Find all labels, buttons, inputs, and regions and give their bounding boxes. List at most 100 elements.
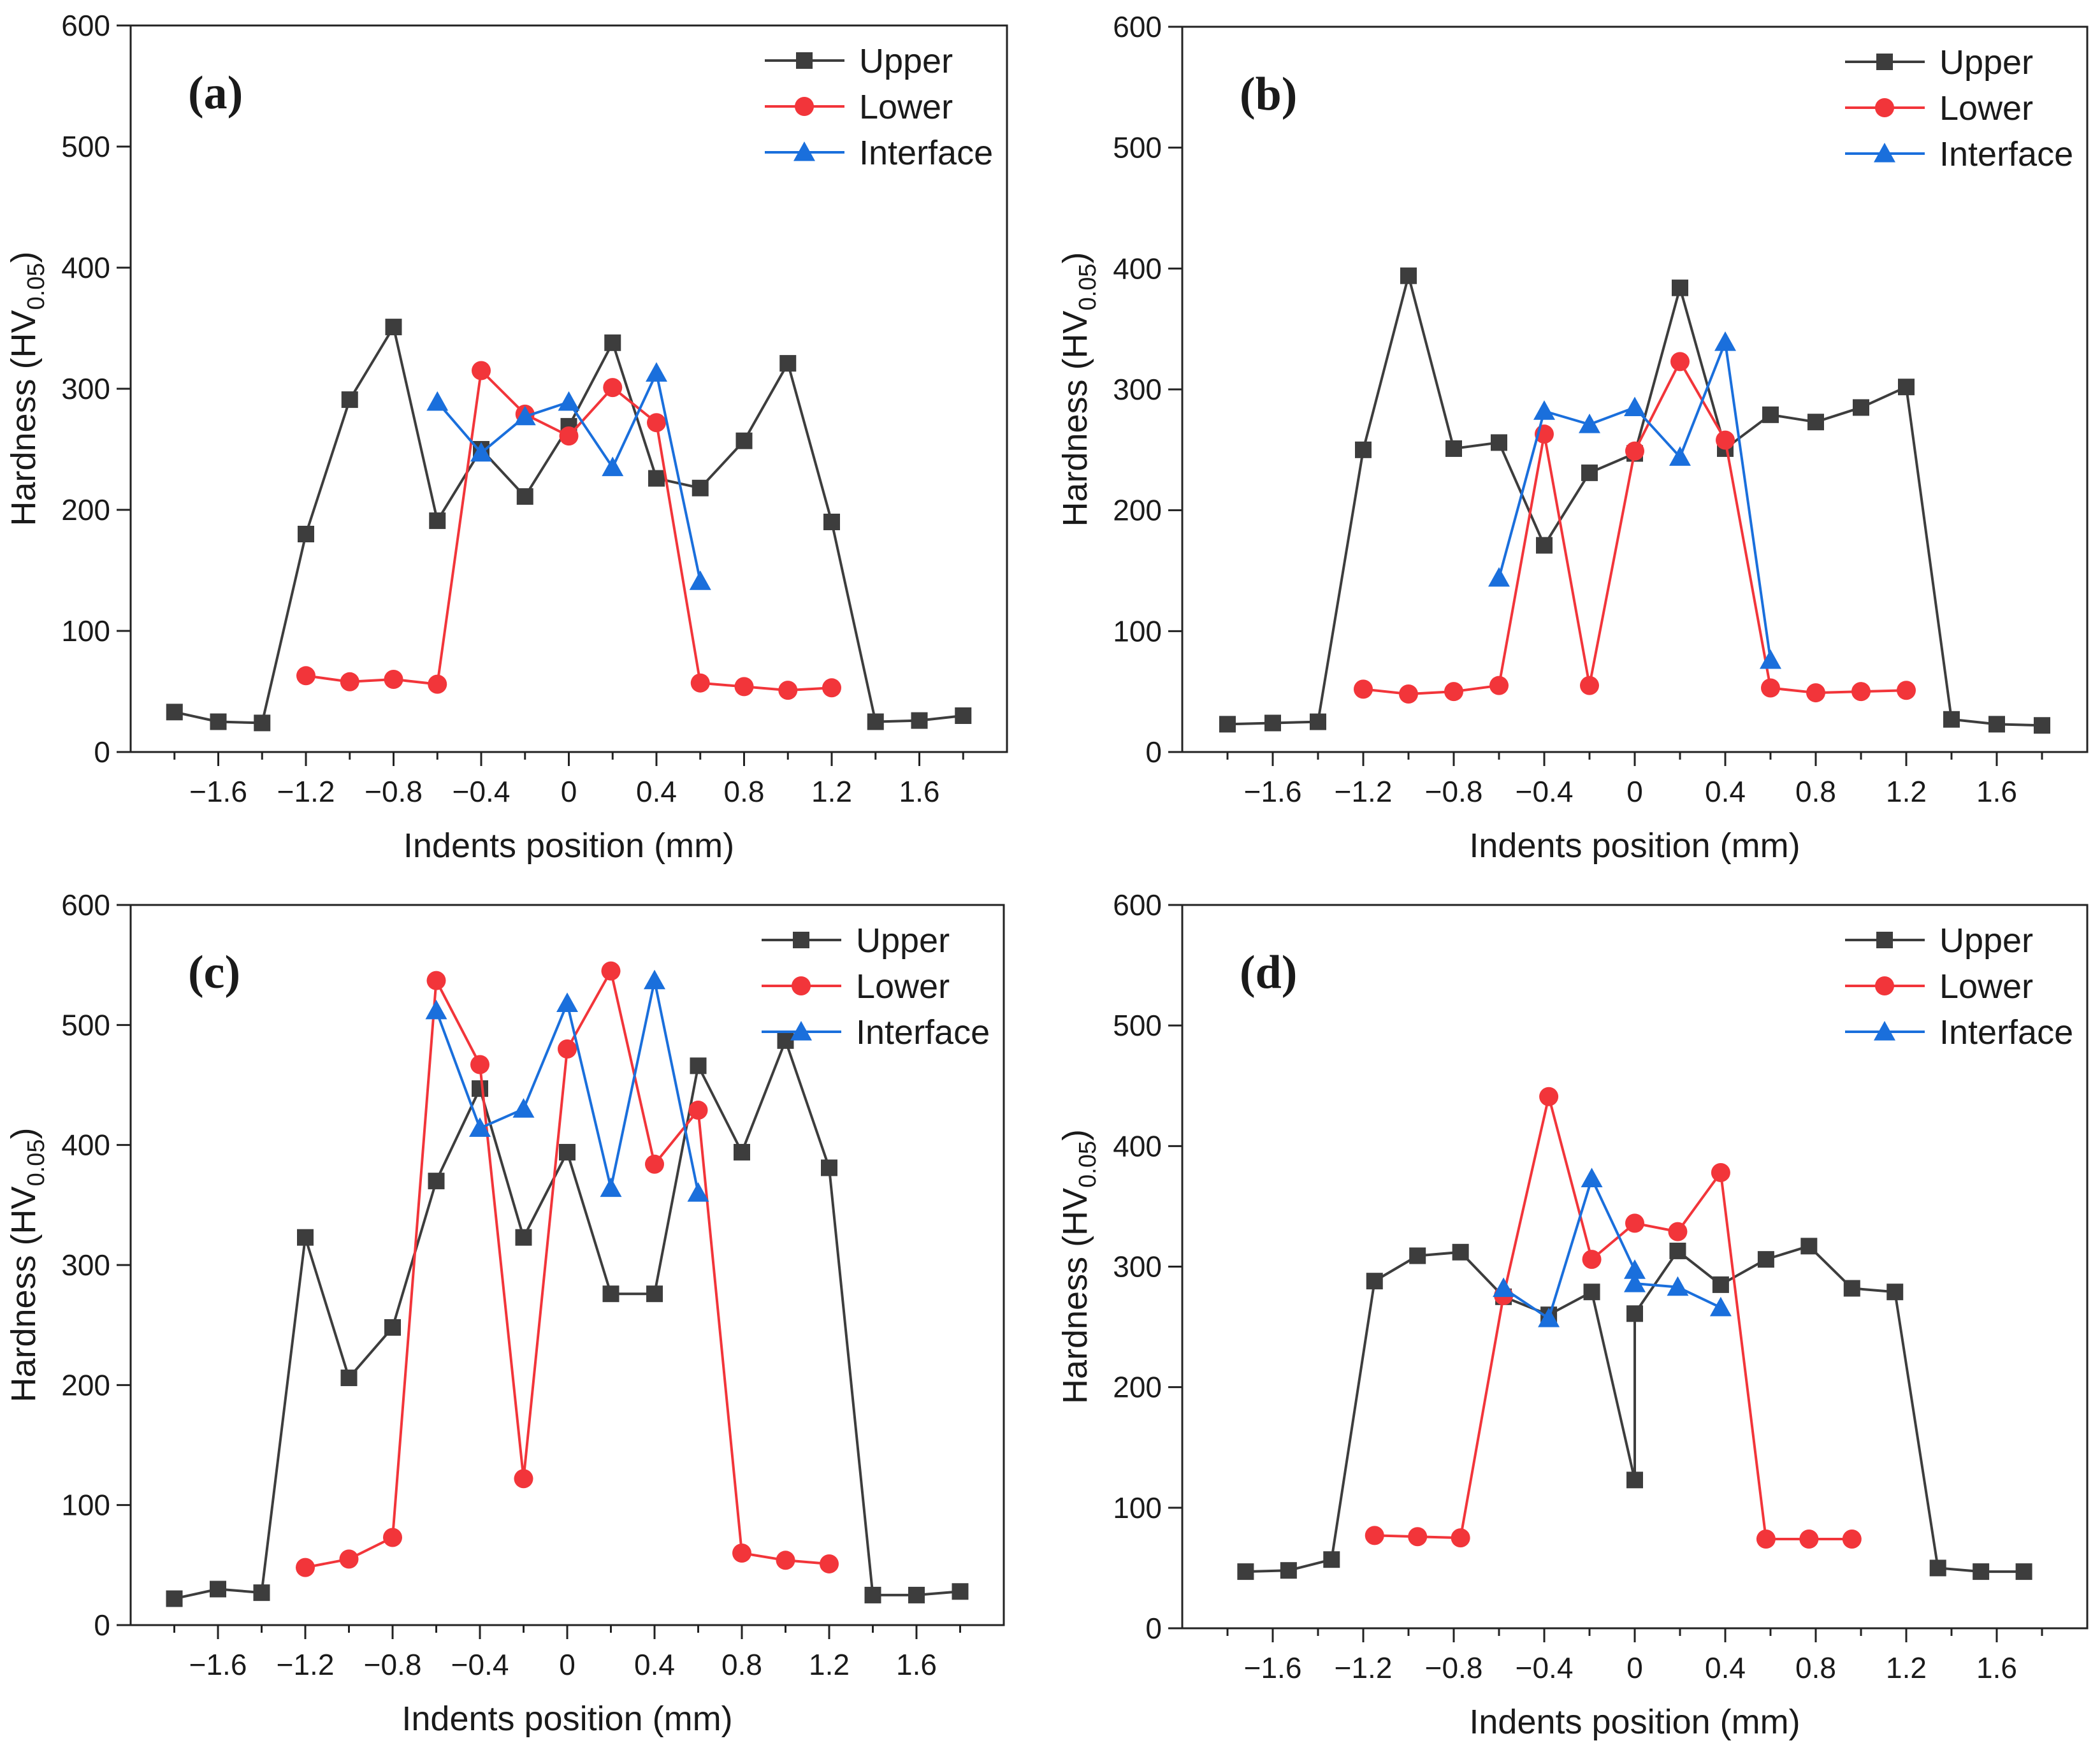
data-point-interface — [1667, 1276, 1689, 1296]
data-point-upper — [1264, 714, 1281, 732]
data-point-interface — [426, 391, 449, 411]
legend-label-lower: Lower — [1939, 967, 2033, 1006]
data-point-upper — [867, 713, 884, 730]
data-point-interface — [1488, 567, 1510, 587]
y-tick-label: 500 — [1113, 1009, 1162, 1042]
data-point-lower — [1444, 682, 1463, 702]
x-tick-label: 0.4 — [636, 775, 677, 808]
data-point-lower — [340, 672, 359, 691]
data-point-lower — [690, 673, 710, 693]
y-tick-label: 200 — [1113, 1371, 1162, 1404]
data-point-upper — [166, 704, 183, 721]
y-tick-label: 600 — [61, 9, 110, 42]
data-point-interface — [1714, 331, 1736, 351]
x-tick-label: 0.4 — [1705, 1651, 1746, 1684]
data-point-upper — [253, 1584, 270, 1602]
y-tick-label: 300 — [61, 1248, 110, 1282]
data-point-lower — [1354, 679, 1373, 699]
data-point-upper — [777, 1032, 794, 1049]
y-tick-label: 100 — [61, 614, 110, 647]
data-point-lower — [1408, 1527, 1428, 1547]
data-point-upper — [1583, 1284, 1600, 1301]
data-point-lower — [1668, 1222, 1688, 1241]
x-axis-ticks: −1.6 −1.2 −0.8 −0.4 0 0.4 0.8 1.2 1.6 — [173, 1625, 961, 1681]
data-point-upper — [1843, 1280, 1860, 1297]
x-tick-label: −1.2 — [277, 1648, 335, 1681]
y-tick-label: 100 — [61, 1489, 110, 1522]
data-point-upper — [648, 470, 665, 487]
series-interface — [1488, 331, 1781, 669]
data-point-lower — [384, 670, 403, 689]
y-tick-label: 300 — [1113, 1250, 1162, 1284]
legend-label-upper: Upper — [1939, 922, 2033, 960]
data-point-upper — [341, 391, 358, 409]
data-point-upper — [210, 713, 227, 730]
data-point-lower — [603, 378, 623, 398]
y-tick-label: 100 — [1113, 1491, 1162, 1524]
x-tick-label: 1.2 — [809, 1648, 850, 1681]
x-tick-label: 0.4 — [634, 1648, 675, 1681]
x-tick-label: 1.2 — [811, 775, 852, 808]
x-axis-title: Indents position (mm) — [1469, 1703, 1800, 1741]
series-line-upper — [174, 326, 964, 725]
data-point-upper — [1219, 716, 1236, 733]
legend-marker-upper — [1876, 54, 1893, 70]
x-tick-label: 1.6 — [1976, 775, 2017, 808]
data-point-interface — [689, 570, 711, 590]
data-point-upper — [2015, 1563, 2032, 1580]
series-line-upper — [174, 1039, 960, 1600]
x-axis-title: Indents position (mm) — [1469, 827, 1800, 865]
series-interface — [426, 362, 711, 590]
data-point-upper — [1355, 441, 1372, 458]
x-tick-label: −1.6 — [1244, 775, 1302, 808]
legend-label-upper: Upper — [859, 42, 953, 80]
data-point-upper — [734, 1143, 750, 1161]
series-interface — [425, 969, 709, 1202]
y-axis-title: Hardness (HV0.05) — [4, 1127, 50, 1402]
y-axis-ticks: 0 100 200 300 400 500 600 — [61, 9, 131, 769]
data-point-upper — [559, 1143, 576, 1161]
legend-marker-lower — [1875, 976, 1894, 995]
data-point-upper — [1898, 379, 1915, 396]
series-lower — [296, 961, 839, 1577]
data-point-upper — [1886, 1284, 1904, 1301]
x-tick-label: 1.6 — [1976, 1651, 2017, 1684]
legend-label-interface: Interface — [859, 134, 993, 172]
data-point-upper — [1762, 406, 1779, 423]
data-point-upper — [1943, 711, 1960, 728]
data-point-upper — [1800, 1238, 1818, 1255]
y-tick-label: 400 — [61, 1129, 110, 1162]
series-interface — [1493, 1168, 1732, 1327]
x-tick-label: 0 — [561, 775, 577, 808]
data-point-upper — [1452, 1243, 1469, 1261]
data-point-interface — [687, 1182, 709, 1202]
legend-label-lower: Lower — [1939, 89, 2033, 127]
legend-label-interface: Interface — [1939, 135, 2073, 173]
panel-label: (d) — [1240, 946, 1297, 999]
chart-panel-2: 0 100 200 300 400 500 600 −1.6 −1.2 −0.8 −0.4 0 0.4 0… — [1056, 10, 2089, 865]
y-axis-ticks: 0 100 200 300 400 500 600 — [1113, 10, 1182, 769]
data-point-lower — [1897, 681, 1916, 700]
x-tick-label: −0.4 — [453, 775, 511, 808]
data-point-interface — [556, 992, 578, 1013]
data-point-lower — [1451, 1528, 1470, 1548]
x-tick-label: −0.8 — [1425, 1651, 1483, 1684]
chart-panel-1: 0 100 200 300 400 500 600 −1.6 −1.2 −0.8 −0.4 0 0.4 0… — [4, 9, 1008, 865]
data-point-interface — [644, 969, 665, 990]
legend-marker-lower — [792, 976, 811, 995]
data-point-upper — [908, 1586, 925, 1603]
data-point-lower — [820, 1554, 839, 1573]
x-tick-label: −1.2 — [1335, 775, 1393, 808]
legend-marker-lower — [795, 97, 814, 116]
data-point-upper — [428, 1173, 445, 1190]
data-point-lower — [734, 677, 754, 697]
x-tick-label: −0.4 — [1516, 1651, 1574, 1684]
legend-label-lower: Lower — [859, 88, 953, 126]
y-tick-label: 200 — [61, 1368, 110, 1401]
data-point-upper — [823, 514, 840, 530]
data-point-upper — [1626, 1472, 1643, 1489]
x-tick-label: −1.6 — [189, 775, 247, 808]
panel-label: (c) — [188, 946, 240, 999]
data-point-lower — [559, 426, 579, 446]
